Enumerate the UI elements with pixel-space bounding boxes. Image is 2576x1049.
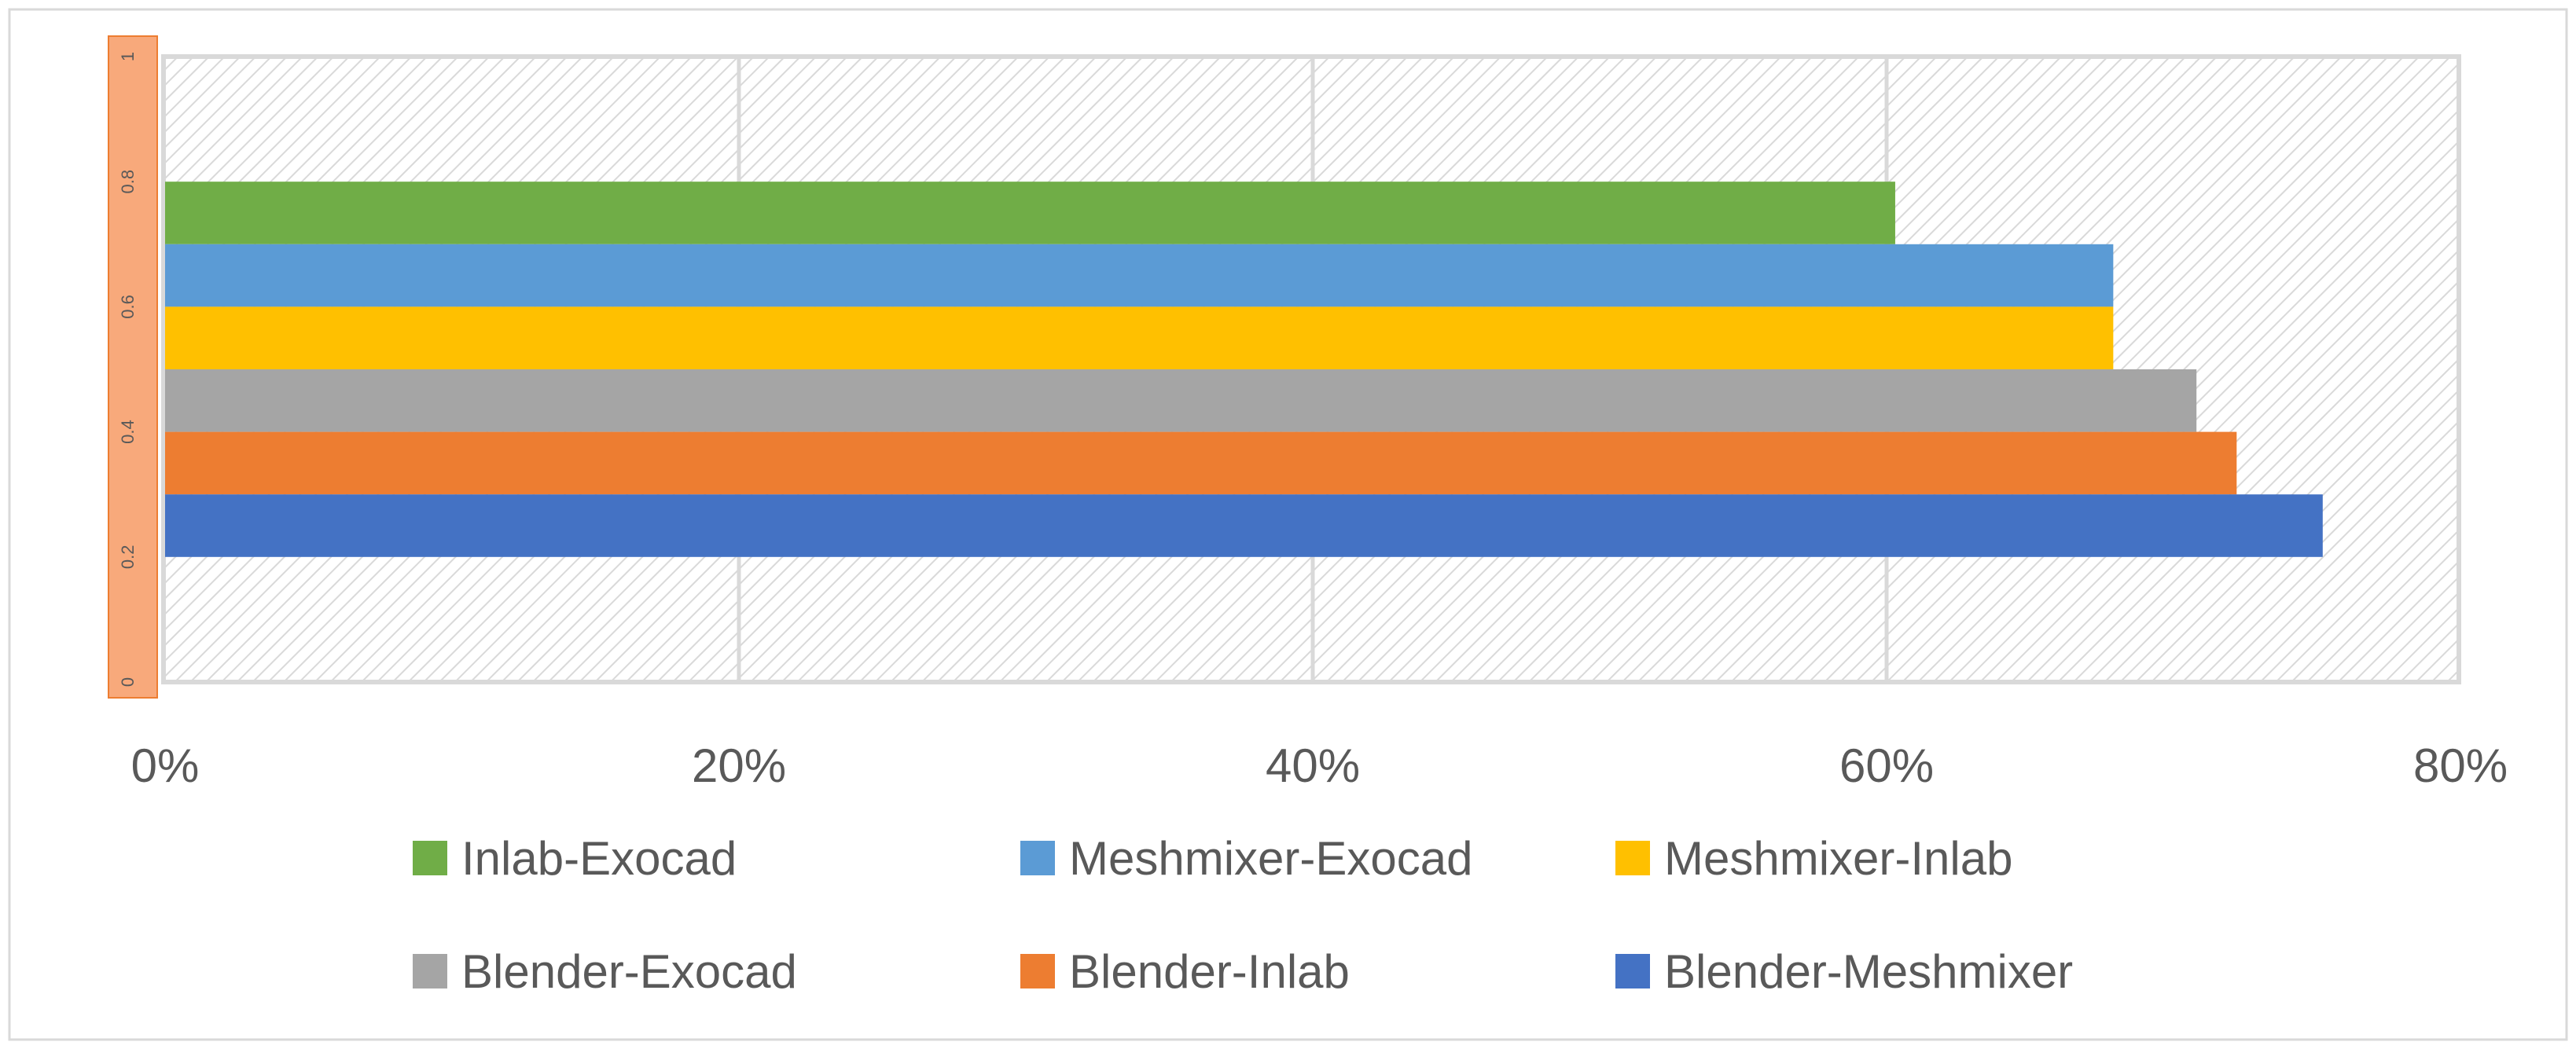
x-tick-label: 60%: [1839, 739, 1934, 792]
bar-blender-meshmixer: [165, 494, 2323, 557]
legend-label: Blender-Inlab: [1069, 945, 1350, 998]
bar-meshmixer-inlab: [165, 306, 2114, 369]
x-tick-label: 20%: [692, 739, 786, 792]
legend: Inlab-Exocad Meshmixer-Exocad Meshmixer-In…: [413, 832, 2073, 998]
legend-swatch: [1020, 841, 1055, 875]
x-tick-label: 0%: [131, 739, 200, 792]
bar-blender-inlab: [165, 431, 2237, 495]
bar-inlab-exocad: [165, 182, 1895, 244]
y-tick-label: 0.2: [118, 545, 138, 570]
x-tick-label: 40%: [1266, 739, 1360, 792]
legend-label: Blender-Meshmixer: [1664, 945, 2073, 998]
bar-meshmixer-exocad: [165, 244, 2114, 307]
y-tick-label: 0: [118, 677, 138, 687]
y-axis-tick-labels: 0 0.2 0.4 0.6 0.8 1: [118, 52, 138, 687]
y-tick-label: 1: [118, 52, 138, 61]
y-tick-label: 0.4: [118, 420, 138, 444]
legend-swatch: [1615, 954, 1650, 988]
y-tick-label: 0.6: [118, 295, 138, 319]
bars: [165, 182, 2323, 557]
legend-swatch: [1615, 841, 1650, 875]
legend-swatch: [1020, 954, 1055, 988]
legend-swatch: [413, 954, 447, 988]
legend-label: Meshmixer-Exocad: [1069, 832, 1473, 885]
x-axis-tick-labels: 0% 20% 40% 60% 80%: [131, 739, 2508, 792]
x-tick-label: 80%: [2413, 739, 2508, 792]
legend-label: Blender-Exocad: [461, 945, 797, 998]
legend-swatch: [413, 841, 447, 875]
y-axis-band: [108, 35, 158, 699]
y-tick-label: 0.8: [118, 170, 138, 194]
legend-label: Meshmixer-Inlab: [1664, 832, 2012, 885]
bar-blender-exocad: [165, 369, 2197, 432]
legend-label: Inlab-Exocad: [461, 832, 737, 885]
